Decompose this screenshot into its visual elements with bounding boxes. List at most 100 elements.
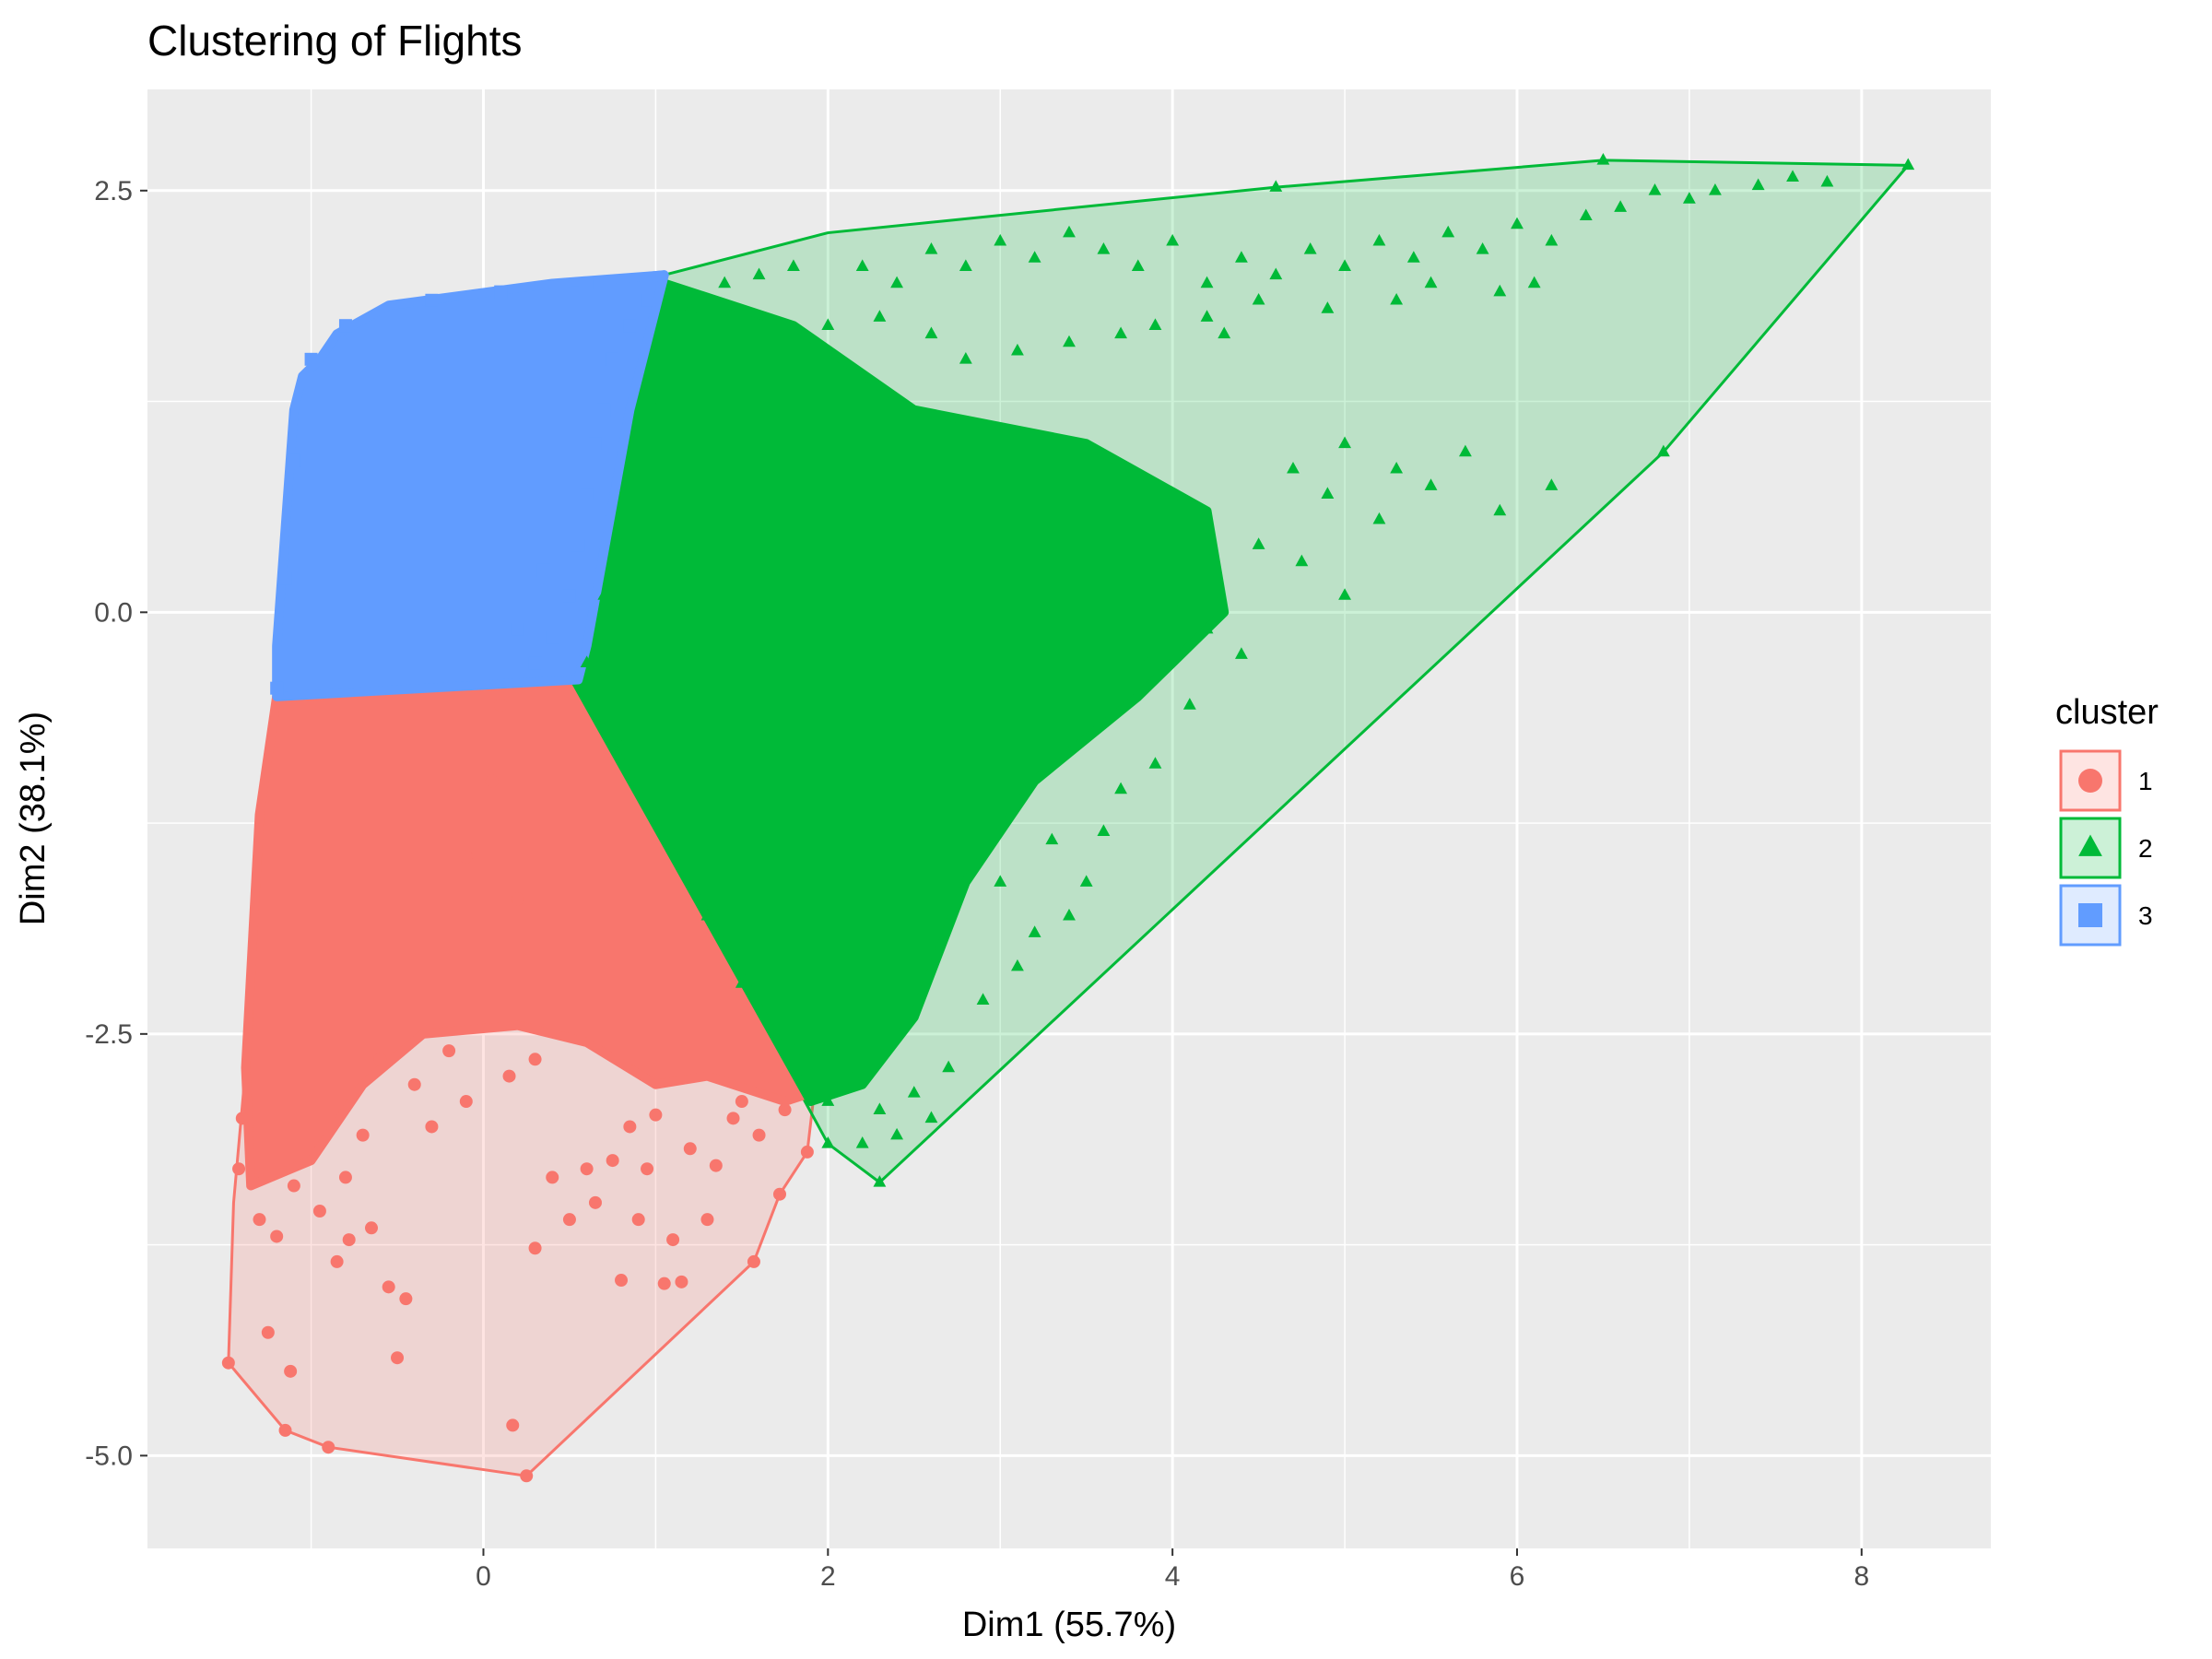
cluster-2-point [1493, 284, 1507, 297]
cluster-2-point [787, 259, 800, 271]
cluster-1-point [502, 1069, 516, 1083]
cluster-3-point [588, 437, 602, 451]
cluster-2-point [1820, 174, 1834, 187]
cluster-2-point [1372, 512, 1386, 524]
cluster-2-point [1252, 537, 1265, 549]
cluster-1-point [373, 1053, 387, 1066]
legend-label-1: 1 [2138, 767, 2153, 795]
cluster-2-point [1338, 588, 1351, 600]
cluster-3-point [287, 453, 300, 467]
cluster-2-point [924, 1111, 938, 1124]
cluster-1-point [342, 1233, 356, 1247]
cluster-2-point [1218, 326, 1231, 339]
cluster-1-point [666, 1233, 680, 1247]
cluster-2-point [1140, 655, 1154, 668]
cluster-3-point [536, 563, 550, 577]
cluster-2-point [1545, 233, 1559, 246]
cluster-1-point [459, 1095, 473, 1109]
cluster-1-point [278, 1423, 292, 1437]
cluster-2-point [1028, 251, 1041, 263]
cluster-3-point [597, 403, 611, 417]
cluster-2-point [787, 1043, 800, 1055]
cluster-1-point [631, 1213, 645, 1227]
cluster-2-point [1063, 225, 1076, 238]
cluster-1-point [546, 1171, 559, 1184]
legend-title: cluster [2055, 693, 2159, 732]
cluster-1-point [261, 1325, 275, 1339]
cluster-2-point [1200, 276, 1214, 288]
cluster-2-point [1200, 310, 1214, 322]
cluster-2-point [1166, 233, 1180, 246]
cluster-2-point [1424, 478, 1438, 490]
cluster-1-point [391, 1351, 405, 1365]
cluster-1-point [606, 1154, 619, 1168]
cluster-1-point [528, 1053, 542, 1066]
cluster-1-point [700, 1213, 714, 1227]
y-axis: -5.0 -2.5 0.0 2.5 [85, 176, 147, 1471]
cluster-1-point [772, 1187, 786, 1201]
cluster-1-point [675, 1275, 688, 1288]
cluster-2-point [1079, 875, 1093, 887]
cluster-2-point [1338, 436, 1351, 449]
cluster-3-point [546, 630, 559, 644]
cluster-3-point [580, 276, 594, 290]
cluster-1-point [330, 1254, 344, 1268]
cluster-2-point [1182, 698, 1196, 710]
cluster-1-point [752, 1128, 766, 1142]
cluster-2-point [1614, 200, 1628, 212]
cluster-1-point [778, 1103, 792, 1117]
cluster-2-point [1390, 461, 1404, 474]
cluster-1-point [312, 1204, 326, 1218]
cluster-2-point [1303, 242, 1317, 254]
cluster-2-point [700, 908, 714, 921]
cluster-1-point [253, 1213, 266, 1227]
cluster-dense-1 [241, 675, 816, 1191]
cluster-1-point [494, 698, 508, 712]
y-tick-label: -5.0 [85, 1441, 133, 1471]
cluster-1-point [270, 1230, 284, 1243]
x-tick-label: 0 [476, 1561, 491, 1592]
cluster-1-point [425, 1120, 439, 1134]
cluster-1-point [709, 1159, 723, 1172]
cluster-2-point [1010, 959, 1024, 971]
cluster-3-point [580, 488, 594, 501]
cluster-2-point [1148, 757, 1162, 769]
cluster-1-point [747, 1254, 760, 1268]
cluster-2-point [1295, 554, 1309, 567]
cluster-2-point [615, 739, 628, 752]
legend-label-2: 2 [2138, 834, 2153, 863]
x-axis-title: Dim1 (55.7%) [962, 1606, 1176, 1644]
cluster-1-point [562, 1213, 576, 1227]
cluster-1-point [800, 1145, 814, 1159]
cluster-1-point [235, 1112, 249, 1125]
cluster-2-point [1511, 217, 1524, 229]
cluster-1-point [511, 892, 524, 906]
cluster-2-point [649, 807, 663, 819]
cluster-dense-regions [241, 270, 1230, 1191]
legend-marker-1 [2078, 769, 2102, 793]
cluster-1-point [232, 1162, 246, 1176]
cluster-2-point [1166, 596, 1180, 608]
cluster-2-point [1579, 208, 1593, 221]
cluster-1-point [623, 1120, 637, 1134]
cluster-2-point [1390, 292, 1404, 305]
chart-title: Clustering of Flights [147, 17, 523, 65]
cluster-1-point [506, 1418, 520, 1432]
cluster-2-point [1114, 782, 1128, 794]
cluster-1-point [221, 1356, 235, 1370]
cluster-2-point [1063, 335, 1076, 347]
cluster-2-point [1287, 461, 1300, 474]
cluster-2-point [649, 402, 663, 415]
cluster-2-point [752, 267, 766, 280]
cluster-2-point [1372, 233, 1386, 246]
cluster-2-point [1097, 824, 1111, 837]
cluster-1-point [615, 1274, 629, 1288]
cluster-2-point [873, 1102, 887, 1114]
cluster-2-point [631, 470, 645, 482]
cluster-2-point [1901, 158, 1915, 171]
cluster-2-point [1269, 180, 1283, 192]
cluster-2-point [873, 1175, 887, 1187]
cluster-1-point [338, 1171, 352, 1184]
cluster-3-point [623, 319, 637, 333]
